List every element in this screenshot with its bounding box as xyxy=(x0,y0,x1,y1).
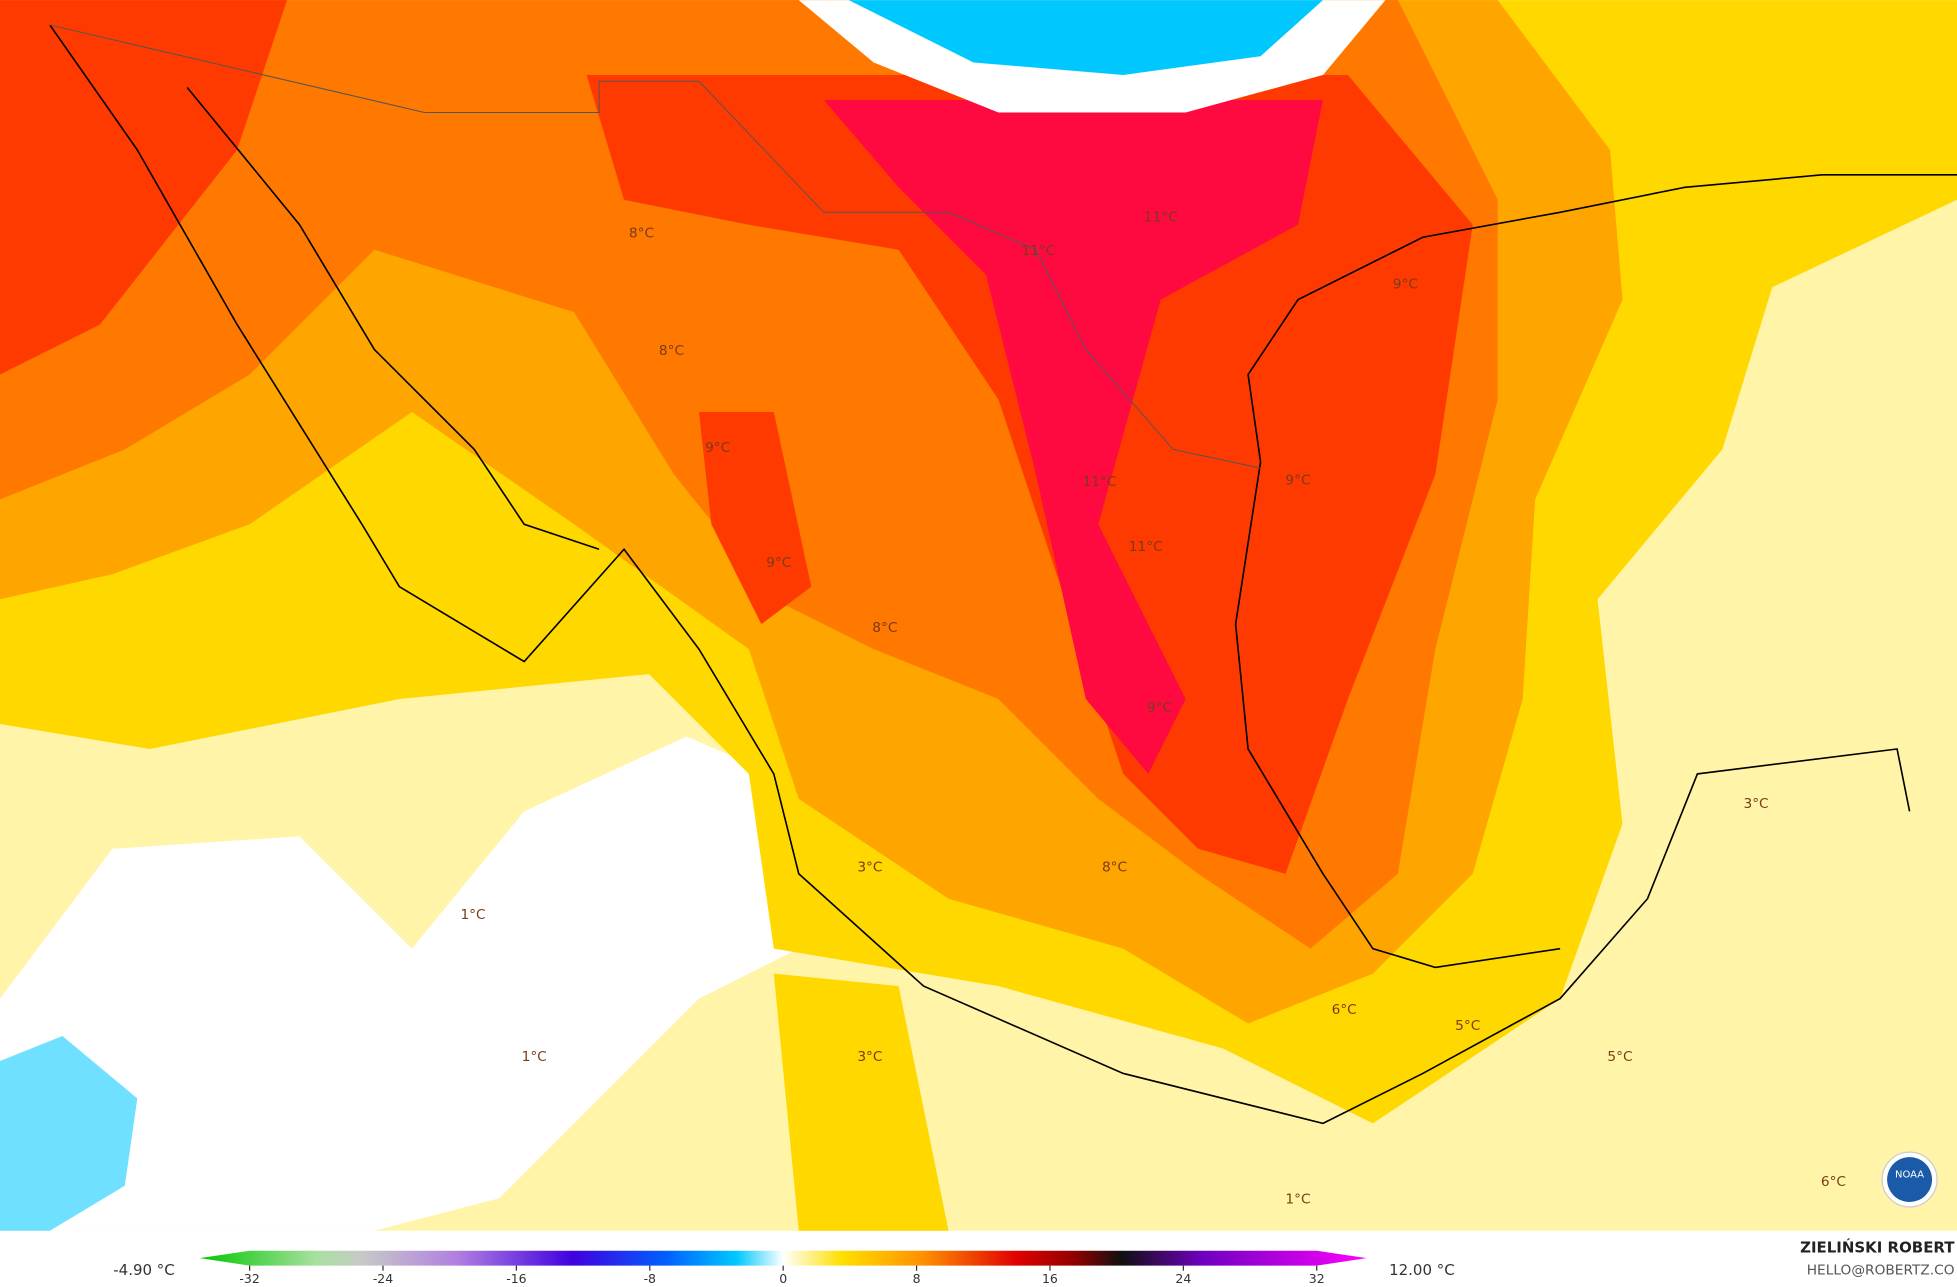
colorbar xyxy=(199,1250,1367,1266)
temperature-label: 1°C xyxy=(1285,1192,1310,1208)
temperature-label: 6°C xyxy=(1821,1174,1846,1190)
colorbar-tick-label: -24 xyxy=(373,1271,393,1286)
borders xyxy=(49,24,1261,469)
colorbar-tick-label: 0 xyxy=(779,1271,787,1286)
temperature-label: 11°C xyxy=(1083,474,1117,490)
temperature-label: 11°C xyxy=(1021,243,1055,259)
temperature-label: 1°C xyxy=(522,1049,547,1065)
temperature-label: 5°C xyxy=(1455,1018,1480,1034)
logo-text: NOAA xyxy=(1895,1170,1924,1181)
temperature-label: 9°C xyxy=(1393,277,1418,293)
colorbar-tick-label: -32 xyxy=(239,1271,259,1286)
colorbar-tick-label: 24 xyxy=(1175,1271,1191,1286)
temperature-label: 8°C xyxy=(659,343,684,359)
colorbar-tick-label: 32 xyxy=(1309,1271,1325,1286)
temperature-label: 11°C xyxy=(1129,539,1163,555)
temperature-label: 1°C xyxy=(460,907,485,923)
temperature-label: 9°C xyxy=(1147,700,1172,716)
temperature-label: 8°C xyxy=(1102,860,1127,876)
temperature-label: 9°C xyxy=(766,555,791,571)
credit-name: ZIELIŃSKI ROBERT xyxy=(1800,1238,1955,1257)
logo-circle xyxy=(1887,1157,1933,1203)
temperature-label: 5°C xyxy=(1607,1049,1632,1065)
temperature-label: 9°C xyxy=(705,440,730,456)
temperature-label: 11°C xyxy=(1144,209,1178,225)
colorbar-tick-label: -8 xyxy=(644,1271,656,1286)
coastlines xyxy=(49,24,1957,1125)
temperature-label: 3°C xyxy=(857,1049,882,1065)
temperature-label: 9°C xyxy=(1285,473,1310,489)
colorbar-tick-label: -16 xyxy=(506,1271,526,1286)
temperature-label: 8°C xyxy=(629,226,654,242)
colorbar-tick-label: 16 xyxy=(1042,1271,1058,1286)
colorbar-tick-label: 8 xyxy=(913,1271,921,1286)
temperature-labels: 8°C 8°C 9°C 9°C 8°C 11°C 11°C 11°C 11°C 9°C 9°C 9°C… xyxy=(460,209,1846,1207)
temperature-label: 8°C xyxy=(872,620,897,636)
colorbar-ticks: -32 -24 -16 -8 0 8 16 24 32 xyxy=(239,1265,1325,1286)
temperature-label: 3°C xyxy=(1743,796,1768,812)
colorbar-min: -4.90 °C xyxy=(113,1261,174,1279)
colorbar-max: 12.00 °C xyxy=(1389,1261,1455,1279)
temperature-label: 3°C xyxy=(857,860,882,876)
credit-email: HELLO@ROBERTZ.CO xyxy=(1807,1263,1955,1279)
map-field xyxy=(0,0,1957,1231)
temperature-label: 6°C xyxy=(1332,1002,1357,1018)
